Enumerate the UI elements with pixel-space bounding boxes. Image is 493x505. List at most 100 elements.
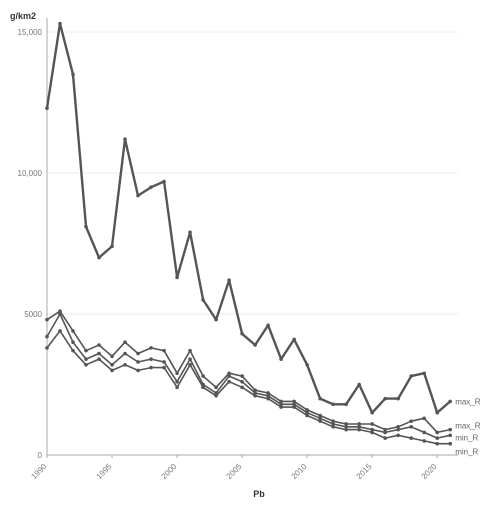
y-tick-label: 10,000 <box>18 169 43 178</box>
data-point <box>136 360 140 364</box>
data-point <box>227 371 231 376</box>
data-point <box>383 396 387 401</box>
data-point <box>422 371 426 376</box>
data-point <box>162 360 166 364</box>
data-point <box>71 340 75 345</box>
x-tick-label: 2000 <box>160 462 179 481</box>
data-point <box>214 385 218 390</box>
series-label: min_R <box>455 433 478 442</box>
data-point <box>149 365 153 370</box>
data-point <box>123 362 127 367</box>
data-point <box>201 374 205 378</box>
data-point <box>162 179 166 184</box>
data-point <box>279 402 283 407</box>
data-point <box>409 425 413 429</box>
data-point <box>409 436 413 440</box>
data-point <box>110 362 114 367</box>
data-point <box>305 410 309 415</box>
data-point <box>357 425 361 429</box>
data-point <box>292 337 296 342</box>
x-tick-label: 1995 <box>94 462 113 481</box>
data-point <box>149 346 153 350</box>
data-point <box>318 419 322 423</box>
x-tick-label: 2010 <box>290 462 309 481</box>
data-point <box>71 348 75 353</box>
data-point <box>123 137 127 142</box>
data-point <box>305 408 309 412</box>
data-point <box>279 399 283 404</box>
data-point <box>123 340 127 345</box>
data-point <box>357 427 361 432</box>
y-tick-label: 0 <box>38 451 43 460</box>
data-point <box>97 357 101 361</box>
series-line-4 <box>46 330 451 445</box>
series-line-3 <box>46 313 451 439</box>
data-point <box>266 393 270 398</box>
data-point <box>58 329 62 333</box>
data-point <box>188 348 192 353</box>
data-point <box>214 393 218 398</box>
data-point <box>240 385 244 390</box>
data-point <box>84 362 88 367</box>
data-point <box>331 425 335 429</box>
data-point <box>123 351 127 356</box>
data-point <box>396 433 400 438</box>
data-point <box>435 436 439 440</box>
series-line-2 <box>46 310 451 434</box>
data-point <box>188 357 192 361</box>
data-point <box>422 439 426 443</box>
data-point <box>149 185 153 189</box>
data-point <box>84 224 88 229</box>
y-tick-label: 15,000 <box>18 28 43 37</box>
data-point <box>331 419 335 423</box>
data-point <box>136 351 140 356</box>
data-point <box>370 430 374 435</box>
data-point <box>227 374 231 378</box>
data-point <box>279 357 283 361</box>
data-point <box>227 278 231 283</box>
data-point <box>292 402 296 407</box>
data-point <box>448 399 452 404</box>
data-point <box>383 430 387 435</box>
data-point <box>266 323 270 328</box>
data-point <box>357 422 361 426</box>
data-point <box>175 275 179 280</box>
tick-labels: 0 5000 10,000 15,000 1990 1995 2000 2005 2010 201… <box>18 28 481 481</box>
data-point <box>344 402 348 407</box>
data-point <box>58 21 62 26</box>
x-tick-label: 2015 <box>355 462 374 481</box>
data-point <box>97 351 101 356</box>
data-point <box>97 255 101 260</box>
series-lines <box>45 21 452 446</box>
data-point <box>370 422 374 426</box>
data-point <box>448 433 452 438</box>
y-tick-label: 5000 <box>24 310 42 319</box>
data-point <box>58 309 62 314</box>
data-point <box>97 343 101 347</box>
data-point <box>370 410 374 415</box>
data-point <box>240 379 244 384</box>
data-point <box>383 427 387 432</box>
data-point <box>45 334 49 339</box>
data-point <box>84 357 88 361</box>
data-point <box>227 379 231 384</box>
data-point <box>136 368 140 373</box>
data-point <box>396 425 400 429</box>
data-point <box>409 374 413 378</box>
data-point <box>396 427 400 432</box>
data-point <box>318 413 322 418</box>
data-point <box>84 348 88 353</box>
data-point <box>45 106 49 111</box>
data-point <box>344 427 348 432</box>
data-point <box>240 331 244 336</box>
data-point <box>266 391 270 395</box>
data-point <box>149 357 153 361</box>
data-point <box>292 399 296 404</box>
data-point <box>136 193 140 198</box>
data-point <box>110 354 114 359</box>
series-line-1 <box>45 22 451 414</box>
data-point <box>318 396 322 401</box>
data-point <box>201 298 205 302</box>
data-point <box>253 343 257 347</box>
data-point <box>45 346 49 350</box>
